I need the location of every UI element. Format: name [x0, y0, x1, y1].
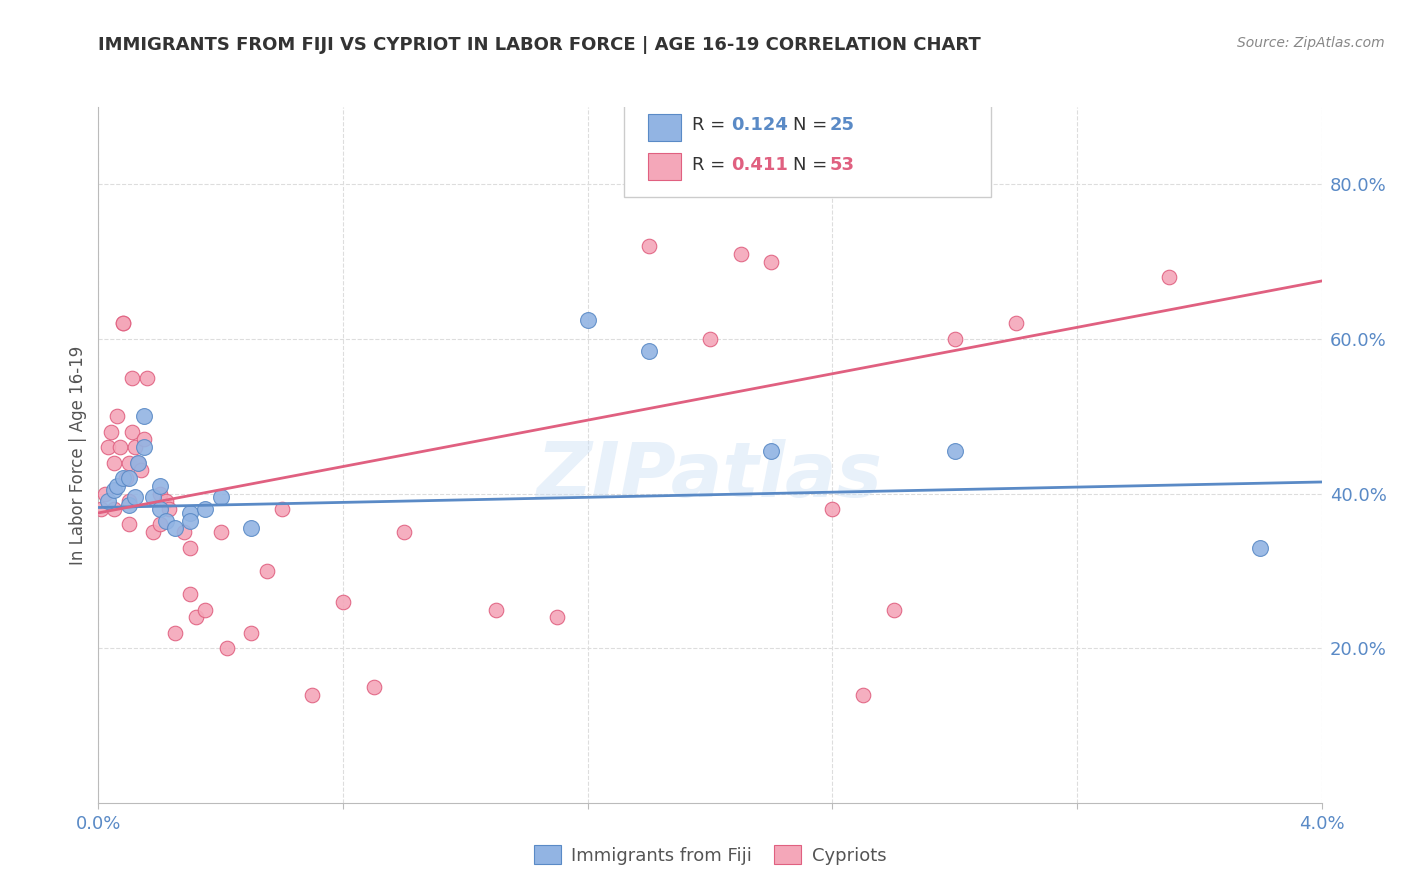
Point — [121, 370, 143, 384]
Point — [149, 502, 172, 516]
Point — [118, 456, 141, 470]
Point — [209, 491, 232, 505]
Point — [546, 610, 568, 624]
Point — [127, 456, 149, 470]
Point — [209, 525, 232, 540]
Point — [392, 525, 416, 540]
Text: ZIPatlas: ZIPatlas — [537, 439, 883, 513]
Y-axis label: In Labor Force | Age 16-19: In Labor Force | Age 16-19 — [69, 345, 87, 565]
Point — [179, 541, 201, 555]
Point — [118, 494, 141, 508]
Point — [821, 502, 844, 516]
Point — [699, 332, 721, 346]
Point — [759, 254, 782, 268]
Point — [240, 625, 263, 640]
Text: 53: 53 — [830, 156, 855, 174]
Point — [759, 444, 782, 458]
Point — [149, 486, 172, 500]
Point — [134, 409, 156, 424]
Point — [270, 502, 294, 516]
FancyBboxPatch shape — [624, 93, 991, 197]
Point — [1004, 317, 1026, 331]
Point — [179, 506, 201, 520]
Text: Source: ZipAtlas.com: Source: ZipAtlas.com — [1237, 36, 1385, 50]
Point — [134, 433, 156, 447]
Point — [943, 444, 966, 458]
Point — [883, 602, 905, 616]
Point — [136, 370, 159, 384]
Text: 0.411: 0.411 — [731, 156, 787, 174]
Point — [485, 602, 508, 616]
Point — [943, 332, 966, 346]
Point — [179, 587, 201, 601]
Point — [186, 610, 208, 624]
FancyBboxPatch shape — [648, 153, 681, 180]
Point — [1249, 541, 1271, 555]
Point — [163, 521, 186, 535]
Point — [149, 517, 172, 532]
Point — [194, 502, 217, 516]
Point — [121, 425, 143, 439]
Point — [730, 247, 752, 261]
Point — [111, 317, 134, 331]
Point — [157, 502, 180, 516]
Point — [90, 502, 112, 516]
Point — [124, 491, 146, 505]
Point — [111, 471, 134, 485]
Point — [118, 498, 141, 512]
Text: N =: N = — [793, 156, 834, 174]
Text: R =: R = — [692, 156, 731, 174]
Point — [852, 688, 875, 702]
Text: 0.124: 0.124 — [731, 117, 787, 135]
Point — [155, 514, 177, 528]
Point — [124, 440, 146, 454]
Point — [118, 517, 141, 532]
Point — [215, 641, 238, 656]
Point — [637, 343, 661, 358]
Point — [332, 595, 354, 609]
Point — [100, 425, 122, 439]
Point — [637, 239, 661, 253]
Point — [115, 471, 138, 485]
Point — [103, 456, 125, 470]
Text: IMMIGRANTS FROM FIJI VS CYPRIOT IN LABOR FORCE | AGE 16-19 CORRELATION CHART: IMMIGRANTS FROM FIJI VS CYPRIOT IN LABOR… — [98, 36, 981, 54]
Point — [155, 494, 177, 508]
Legend: Immigrants from Fiji, Cypriots: Immigrants from Fiji, Cypriots — [524, 837, 896, 874]
Point — [173, 525, 195, 540]
Point — [240, 521, 263, 535]
Point — [301, 688, 323, 702]
Point — [103, 502, 125, 516]
Point — [363, 680, 385, 694]
Point — [127, 456, 149, 470]
Point — [1157, 270, 1180, 285]
Point — [105, 479, 128, 493]
Point — [97, 494, 120, 508]
Point — [129, 463, 152, 477]
Point — [194, 602, 217, 616]
Point — [163, 625, 186, 640]
Point — [149, 479, 172, 493]
FancyBboxPatch shape — [648, 113, 681, 142]
Point — [179, 514, 201, 528]
Point — [108, 440, 131, 454]
Point — [256, 564, 278, 578]
Point — [111, 317, 134, 331]
Point — [134, 440, 156, 454]
Point — [103, 483, 125, 497]
Text: N =: N = — [793, 117, 834, 135]
Point — [105, 409, 128, 424]
Point — [142, 491, 165, 505]
Point — [576, 312, 599, 326]
Point — [97, 440, 120, 454]
Point — [118, 471, 141, 485]
Point — [142, 525, 165, 540]
Text: R =: R = — [692, 117, 731, 135]
Point — [93, 486, 115, 500]
Text: 25: 25 — [830, 117, 855, 135]
